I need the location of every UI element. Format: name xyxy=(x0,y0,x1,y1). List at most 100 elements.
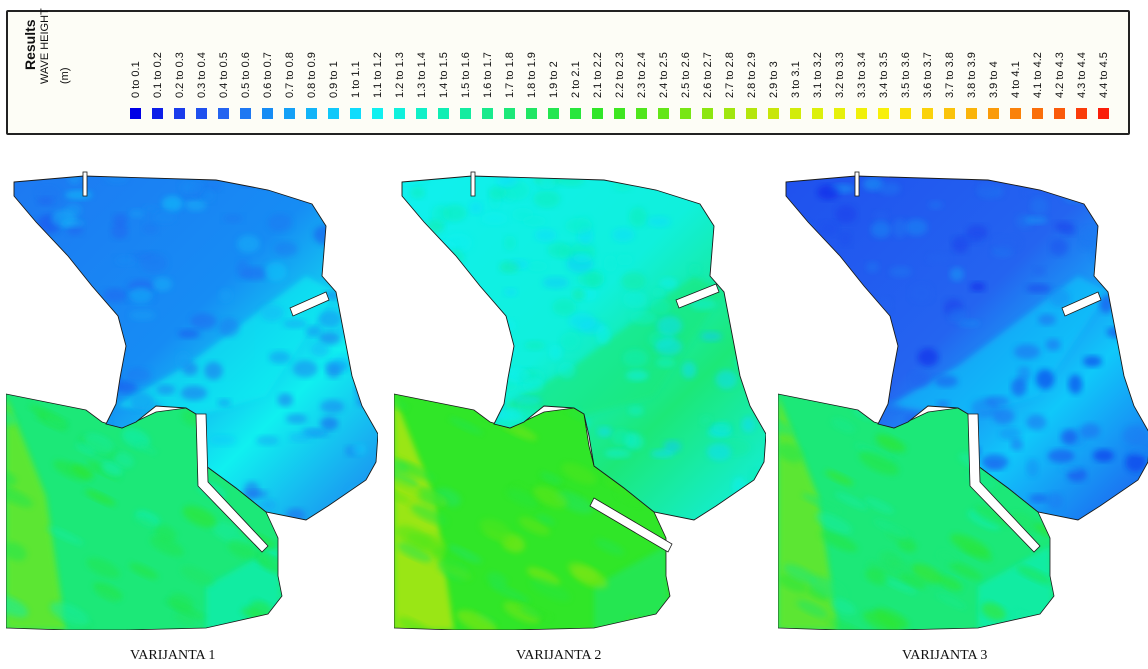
wave-blob xyxy=(64,190,93,200)
wave-blob xyxy=(622,348,649,368)
wave-blob xyxy=(174,611,195,625)
wave-blob xyxy=(628,206,647,227)
wave-blob xyxy=(305,325,322,337)
wave-blob xyxy=(6,542,27,561)
legend-entry-label: 2.4 to 2.5 xyxy=(658,52,670,98)
legend-swatch xyxy=(394,108,405,119)
legend-swatch xyxy=(856,108,867,119)
legend-entry: 2.8 to 2.9 xyxy=(744,12,762,132)
legend-entry-label: 1.1 to 1.2 xyxy=(372,52,384,98)
wave-blob xyxy=(801,493,842,514)
wave-blob xyxy=(209,434,237,446)
wave-blob xyxy=(129,309,156,321)
wave-blob xyxy=(911,563,942,584)
wave-blob xyxy=(981,602,1006,621)
legend-entry: 2.5 to 2.6 xyxy=(678,12,696,132)
wave-blob xyxy=(888,558,913,575)
wave-blob xyxy=(407,532,446,555)
wave-blob xyxy=(472,373,487,391)
legend-entry: 1.4 to 1.5 xyxy=(436,12,454,132)
wave-blob xyxy=(1124,250,1148,268)
legend-entry: 1.3 to 1.4 xyxy=(414,12,432,132)
legend-entry-label: 0.3 to 0.4 xyxy=(196,52,208,98)
wave-blob xyxy=(352,262,378,274)
wave-blob xyxy=(937,550,958,565)
legend-entry: 0 to 0.1 xyxy=(128,12,146,132)
legend-entry-label: 0.5 to 0.6 xyxy=(240,52,252,98)
legend-entry: 2.3 to 2.4 xyxy=(634,12,652,132)
wave-blob xyxy=(656,357,676,368)
wave-blob xyxy=(522,215,547,227)
wave-blob xyxy=(227,539,255,559)
wave-blob xyxy=(522,377,544,393)
legend-entry: 1.6 to 1.7 xyxy=(480,12,498,132)
legend-entry: 2.2 to 2.3 xyxy=(612,12,630,132)
wave-blob xyxy=(48,331,61,350)
wave-blob xyxy=(663,440,682,453)
wave-blob xyxy=(104,369,120,389)
legend-entry: 1.7 to 1.8 xyxy=(502,12,520,132)
outer-sea-field xyxy=(394,394,670,630)
wave-blob xyxy=(114,452,135,468)
legend-unit: (m) xyxy=(59,67,71,85)
wave-blob xyxy=(129,392,154,412)
wave-blob xyxy=(863,611,901,630)
wave-blob xyxy=(832,301,859,310)
wave-blob xyxy=(700,331,722,342)
wave-blob xyxy=(1035,369,1055,389)
wave-blob xyxy=(527,261,548,272)
legend-entry: 0.1 to 0.2 xyxy=(150,12,168,132)
wave-blob xyxy=(720,199,745,208)
legend-entry-label: 1 to 1.1 xyxy=(350,61,362,98)
legend-entry-label: 3.8 to 3.9 xyxy=(966,52,978,98)
wave-blob xyxy=(567,562,598,582)
wave-blob xyxy=(1068,374,1083,395)
wave-blob xyxy=(548,344,563,361)
wave-blob xyxy=(506,488,539,508)
wave-blob xyxy=(504,342,518,358)
wave-blob xyxy=(611,428,631,447)
wave-blob xyxy=(6,485,33,508)
wave-blob xyxy=(1121,495,1144,512)
wave-blob xyxy=(14,213,32,231)
legend-swatch xyxy=(284,108,295,119)
wave-blob xyxy=(218,288,233,303)
wave-blob xyxy=(150,535,185,557)
legend-entry: 2.4 to 2.5 xyxy=(656,12,674,132)
legend-entry-label: 4.2 to 4.3 xyxy=(1054,52,1066,98)
wave-blob xyxy=(699,415,713,426)
wave-blob xyxy=(441,562,472,580)
wave-blob xyxy=(817,185,840,200)
wave-blob xyxy=(984,396,1010,407)
legend-swatch xyxy=(636,108,647,119)
wave-blob xyxy=(682,176,709,189)
legend-title: Results xyxy=(22,19,38,70)
legend-entry: 3 to 3.1 xyxy=(788,12,806,132)
legend-swatch xyxy=(790,108,801,119)
wave-blob xyxy=(355,380,372,400)
legend-swatch xyxy=(526,108,537,119)
jetty-top xyxy=(82,171,88,197)
legend-swatch xyxy=(1010,108,1021,119)
wave-blob xyxy=(573,253,592,263)
wave-blob xyxy=(615,486,645,506)
wave-blob xyxy=(577,271,605,288)
wave-blob xyxy=(917,348,939,367)
legend-entry-label: 2.3 to 2.4 xyxy=(636,52,648,98)
wave-blob xyxy=(650,298,671,315)
legend-entry: 3.9 to 4 xyxy=(986,12,1004,132)
wave-blob xyxy=(1011,378,1027,397)
wave-blob xyxy=(518,517,550,536)
wave-blob xyxy=(165,599,205,620)
jetty-top xyxy=(470,171,476,197)
wave-blob xyxy=(1029,494,1048,503)
wave-blob xyxy=(396,542,433,563)
wave-blob xyxy=(185,198,207,212)
legend-swatch xyxy=(504,108,515,119)
wave-blob xyxy=(1099,295,1114,314)
wave-blob xyxy=(140,253,168,273)
legend-entry: 0.6 to 0.7 xyxy=(260,12,278,132)
wave-blob xyxy=(83,433,114,455)
breakwater-south xyxy=(967,413,1041,553)
wave-blob xyxy=(320,416,339,431)
